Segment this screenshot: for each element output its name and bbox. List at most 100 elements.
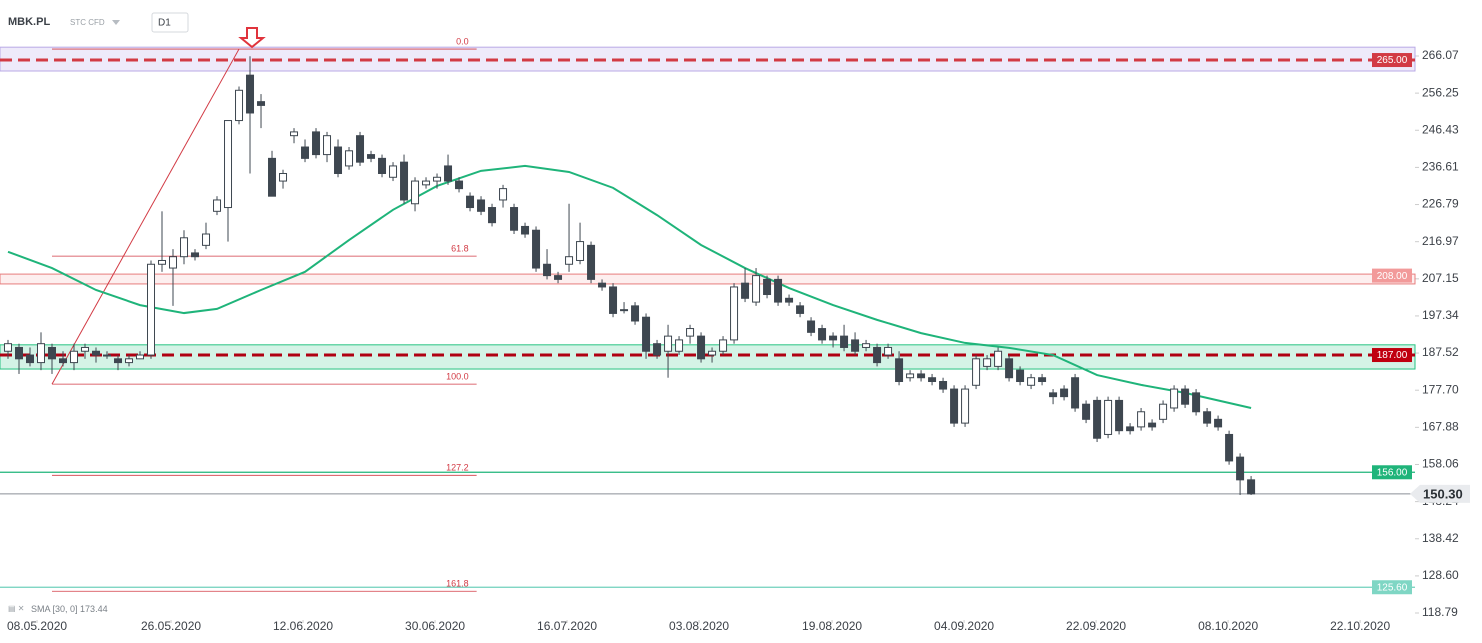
candle-body [36, 343, 45, 364]
candle-body [609, 286, 618, 314]
candle-body [576, 241, 585, 261]
candle-body [125, 358, 134, 364]
y-tick-label: 246.43 [1422, 122, 1459, 136]
x-tick-label: 22.09.2020 [1066, 619, 1126, 633]
candle-body [70, 350, 79, 364]
candle-body [906, 373, 915, 379]
candle-body [1148, 422, 1157, 428]
candle-body [1247, 479, 1256, 495]
level-label-box [1372, 268, 1412, 283]
y-tick-label: 138.42 [1422, 531, 1459, 545]
candle-body [796, 305, 805, 314]
sma-legend: SMA [30, 0] 173.44 [31, 604, 108, 614]
candle-body [279, 172, 288, 182]
candle-body [356, 135, 365, 163]
candle-body [752, 275, 761, 303]
y-tick-label: 177.70 [1422, 382, 1459, 396]
candle-body [598, 282, 607, 288]
candle-body [785, 297, 794, 303]
candle-body [895, 358, 904, 383]
x-tick-label: 03.08.2020 [669, 619, 729, 633]
candle-body [708, 350, 717, 356]
candle-body [532, 229, 541, 269]
candle-body [411, 180, 420, 205]
candle-body [741, 282, 750, 299]
candle-body [510, 207, 519, 231]
level-label: 208.00 [1377, 271, 1408, 282]
candle-body [851, 339, 860, 352]
candle-body [312, 131, 321, 156]
market: STC CFD [70, 18, 105, 27]
fib-label: 100.0 [446, 372, 469, 382]
candle-body [488, 207, 497, 224]
x-tick-label: 30.06.2020 [405, 619, 465, 633]
candle-body [1071, 377, 1080, 409]
candle-body [543, 263, 552, 277]
candle-body [191, 252, 200, 258]
candle-body [246, 74, 255, 114]
candle-body [25, 354, 34, 364]
interval-box[interactable] [151, 12, 189, 33]
candle-body [323, 135, 332, 156]
candle-body [334, 146, 343, 174]
x-tick-label: 26.05.2020 [141, 619, 201, 633]
x-tick-label: 08.10.2020 [1198, 619, 1258, 633]
candle-body [224, 120, 233, 209]
x-tick-label: 19.08.2020 [802, 619, 862, 633]
candle-body [1159, 403, 1168, 420]
candle-body [719, 339, 728, 352]
candle-body [1049, 392, 1058, 398]
candle-body [1016, 369, 1025, 383]
candle-body [301, 146, 310, 159]
candle-body [873, 346, 882, 364]
level-label: 187.00 [1377, 350, 1408, 361]
dropdown[interactable] [112, 20, 120, 25]
candle-body [3, 343, 12, 352]
x-tick-label: 16.07.2020 [537, 619, 597, 633]
price-label: 150.30 [1423, 486, 1463, 501]
candle-body [14, 346, 23, 360]
candle-body [257, 101, 266, 106]
x-tick-label: 04.09.2020 [934, 619, 994, 633]
fib-label: 161.8 [446, 579, 469, 589]
candle-body [389, 165, 398, 178]
candle-body [950, 388, 959, 424]
x-tick-label: 12.06.2020 [273, 619, 333, 633]
candle-body [961, 388, 970, 424]
candle-body [862, 343, 871, 348]
sma-line [7, 164, 1252, 409]
candle-body [433, 176, 442, 182]
fib-label: 127.2 [446, 463, 469, 473]
candle-body [884, 346, 893, 356]
candle-body [92, 350, 101, 356]
candle-body [686, 328, 695, 337]
sma-last: 173.44 [80, 604, 108, 614]
candle-body [1225, 433, 1234, 462]
candle-body [367, 154, 376, 159]
candle-body [774, 278, 783, 303]
candle-body [213, 199, 222, 212]
zone [0, 344, 1416, 370]
candle-body [939, 381, 948, 390]
y-tick-label: 216.97 [1422, 234, 1459, 248]
y-tick-label: 207.15 [1422, 271, 1459, 285]
candle-body [1170, 388, 1179, 409]
sma-name: SMA [30, 0] [31, 604, 78, 614]
level-label-box [1372, 53, 1412, 68]
candle-body [1038, 377, 1047, 383]
legend-icon: ▤ ✕ [8, 604, 24, 613]
level-label: 125.60 [1377, 582, 1408, 593]
y-tick-label: 266.07 [1422, 48, 1459, 62]
candle-body [1005, 358, 1014, 379]
price-label-box [1410, 484, 1470, 503]
arrow-marker [238, 27, 266, 49]
candle-body [81, 346, 90, 352]
candle-body [1236, 456, 1245, 481]
candle-body [631, 305, 640, 322]
level-label: 265.00 [1377, 55, 1408, 66]
level-label: 156.00 [1377, 467, 1408, 478]
candle-body [290, 131, 299, 137]
fib-label: 61.8 [451, 244, 469, 254]
